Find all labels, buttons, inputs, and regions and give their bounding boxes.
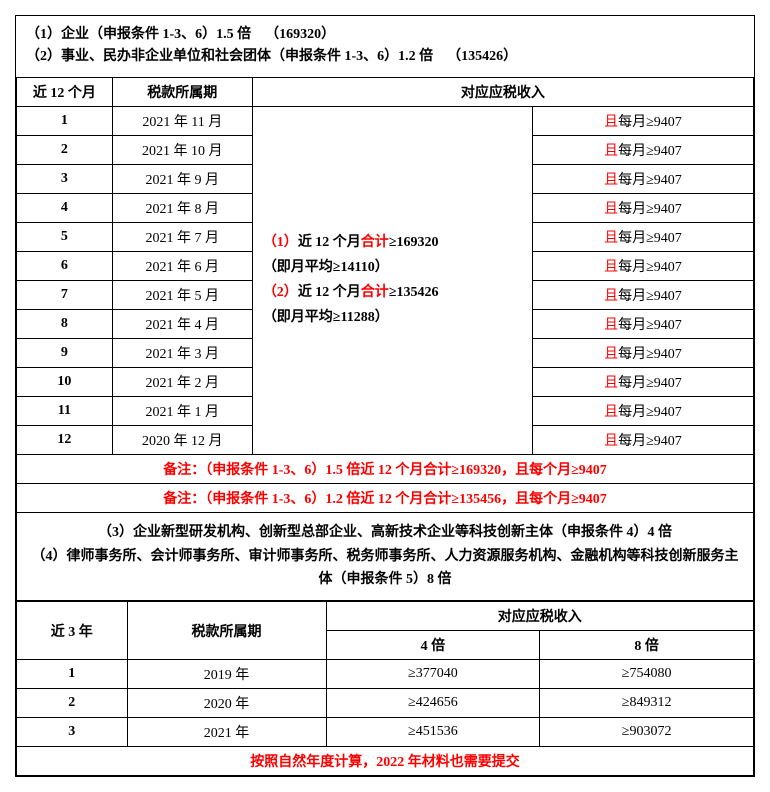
table1-note2-row: 备注：（申报条件 1-3、6）1.2 倍近 12 个月合计≥135456，且每个… <box>17 483 754 512</box>
t1-month-index: 2 <box>17 135 113 164</box>
t1-period: 2021 年 2 月 <box>112 367 252 396</box>
header-line1-value: 169320 <box>279 27 321 42</box>
t1-monthly-req: 且每月≥9407 <box>532 251 753 280</box>
t1-month-index: 1 <box>17 106 113 135</box>
table1-row: 12021 年 11 月（1）近 12 个月合计≥169320（即月平均≥141… <box>17 106 754 135</box>
header-line2-value: 135426 <box>461 49 503 64</box>
header-line-2: （2）事业、民办非企业单位和社会团体（申报条件 1-3、6）1.2 倍 （135… <box>26 46 744 68</box>
t2-head-col3: 对应应税收入 <box>326 602 753 631</box>
t1-period: 2021 年 1 月 <box>112 396 252 425</box>
header-line1-text: （1）企业（申报条件 1-3、6）1.5 倍 （ <box>26 27 279 42</box>
t1-month-index: 12 <box>17 425 113 454</box>
table2-header-row1: 近 3 年 税款所属期 对应应税收入 <box>17 602 754 631</box>
t1-month-index: 6 <box>17 251 113 280</box>
header-line-1: （1）企业（申报条件 1-3、6）1.5 倍 （169320） <box>26 24 744 46</box>
t1-month-index: 7 <box>17 280 113 309</box>
t1-month-index: 11 <box>17 396 113 425</box>
t2-period: 2021 年 <box>127 718 326 747</box>
table2-row: 12019 年≥377040≥754080 <box>17 660 754 689</box>
t1-period: 2021 年 9 月 <box>112 164 252 193</box>
t1-monthly-req: 且每月≥9407 <box>532 338 753 367</box>
table1-note1: 备注：（申报条件 1-3、6）1.5 倍近 12 个月合计≥169320，且每个… <box>17 454 754 483</box>
t1-month-index: 10 <box>17 367 113 396</box>
t1-month-index: 5 <box>17 222 113 251</box>
t1-monthly-req: 且每月≥9407 <box>532 309 753 338</box>
t1-period: 2020 年 12 月 <box>112 425 252 454</box>
t2-year-index: 1 <box>17 660 128 689</box>
t1-middle-summary: （1）近 12 个月合计≥169320（即月平均≥14110）（2）近 12 个… <box>252 106 532 454</box>
t1-head-col2: 税款所属期 <box>112 77 252 106</box>
header-line2-text: （2）事业、民办非企业单位和社会团体（申报条件 1-3、6）1.2 倍 （ <box>26 49 461 64</box>
table2-row: 22020 年≥424656≥849312 <box>17 689 754 718</box>
t1-monthly-req: 且每月≥9407 <box>532 193 753 222</box>
t1-period: 2021 年 8 月 <box>112 193 252 222</box>
header-line2-suffix: ） <box>503 49 517 64</box>
section2-desc: （3）企业新型研发机构、创新型总部企业、高新技术企业等科技创新主体（申报条件 4… <box>17 512 754 600</box>
t1-month-index: 4 <box>17 193 113 222</box>
t1-monthly-req: 且每月≥9407 <box>532 222 753 251</box>
t1-monthly-req: 且每月≥9407 <box>532 425 753 454</box>
t1-period: 2021 年 6 月 <box>112 251 252 280</box>
t2-val-8x: ≥754080 <box>540 660 754 689</box>
t2-year-index: 3 <box>17 718 128 747</box>
t1-month-index: 9 <box>17 338 113 367</box>
t1-period: 2021 年 7 月 <box>112 222 252 251</box>
t1-period: 2021 年 5 月 <box>112 280 252 309</box>
header-line1-suffix: ） <box>321 27 335 42</box>
table-3-years: 近 3 年 税款所属期 对应应税收入 4 倍 8 倍 12019 年≥37704… <box>16 601 754 776</box>
t2-val-4x: ≥377040 <box>326 660 540 689</box>
table-12-months: 近 12 个月 税款所属期 对应应税收入 12021 年 11 月（1）近 12… <box>16 77 754 601</box>
table2-footer-row: 按照自然年度计算，2022 年材料也需要提交 <box>17 747 754 776</box>
t2-head-sub1: 4 倍 <box>326 631 540 660</box>
t2-val-4x: ≥424656 <box>326 689 540 718</box>
section2-desc-row: （3）企业新型研发机构、创新型总部企业、高新技术企业等科技创新主体（申报条件 4… <box>17 512 754 600</box>
t1-month-index: 8 <box>17 309 113 338</box>
t2-val-8x: ≥903072 <box>540 718 754 747</box>
t2-head-col1: 近 3 年 <box>17 602 128 660</box>
t2-head-sub2: 8 倍 <box>540 631 754 660</box>
document-frame: （1）企业（申报条件 1-3、6）1.5 倍 （169320） （2）事业、民办… <box>15 15 755 777</box>
header-block: （1）企业（申报条件 1-3、6）1.5 倍 （169320） （2）事业、民办… <box>16 16 754 77</box>
t1-monthly-req: 且每月≥9407 <box>532 135 753 164</box>
t1-period: 2021 年 10 月 <box>112 135 252 164</box>
t1-monthly-req: 且每月≥9407 <box>532 164 753 193</box>
t1-head-col3: 对应应税收入 <box>252 77 753 106</box>
table1-header-row: 近 12 个月 税款所属期 对应应税收入 <box>17 77 754 106</box>
t2-period: 2019 年 <box>127 660 326 689</box>
table2-row: 32021 年≥451536≥903072 <box>17 718 754 747</box>
t2-year-index: 2 <box>17 689 128 718</box>
t1-period: 2021 年 11 月 <box>112 106 252 135</box>
t1-monthly-req: 且每月≥9407 <box>532 280 753 309</box>
table1-note2: 备注：（申报条件 1-3、6）1.2 倍近 12 个月合计≥135456，且每个… <box>17 483 754 512</box>
t1-head-col1: 近 12 个月 <box>17 77 113 106</box>
t1-monthly-req: 且每月≥9407 <box>532 106 753 135</box>
t1-period: 2021 年 3 月 <box>112 338 252 367</box>
t1-month-index: 3 <box>17 164 113 193</box>
table2-footer: 按照自然年度计算，2022 年材料也需要提交 <box>17 747 754 776</box>
t2-head-col2: 税款所属期 <box>127 602 326 660</box>
table1-note1-row: 备注：（申报条件 1-3、6）1.5 倍近 12 个月合计≥169320，且每个… <box>17 454 754 483</box>
t1-monthly-req: 且每月≥9407 <box>532 367 753 396</box>
t2-period: 2020 年 <box>127 689 326 718</box>
t1-monthly-req: 且每月≥9407 <box>532 396 753 425</box>
t2-val-8x: ≥849312 <box>540 689 754 718</box>
t1-period: 2021 年 4 月 <box>112 309 252 338</box>
t2-val-4x: ≥451536 <box>326 718 540 747</box>
